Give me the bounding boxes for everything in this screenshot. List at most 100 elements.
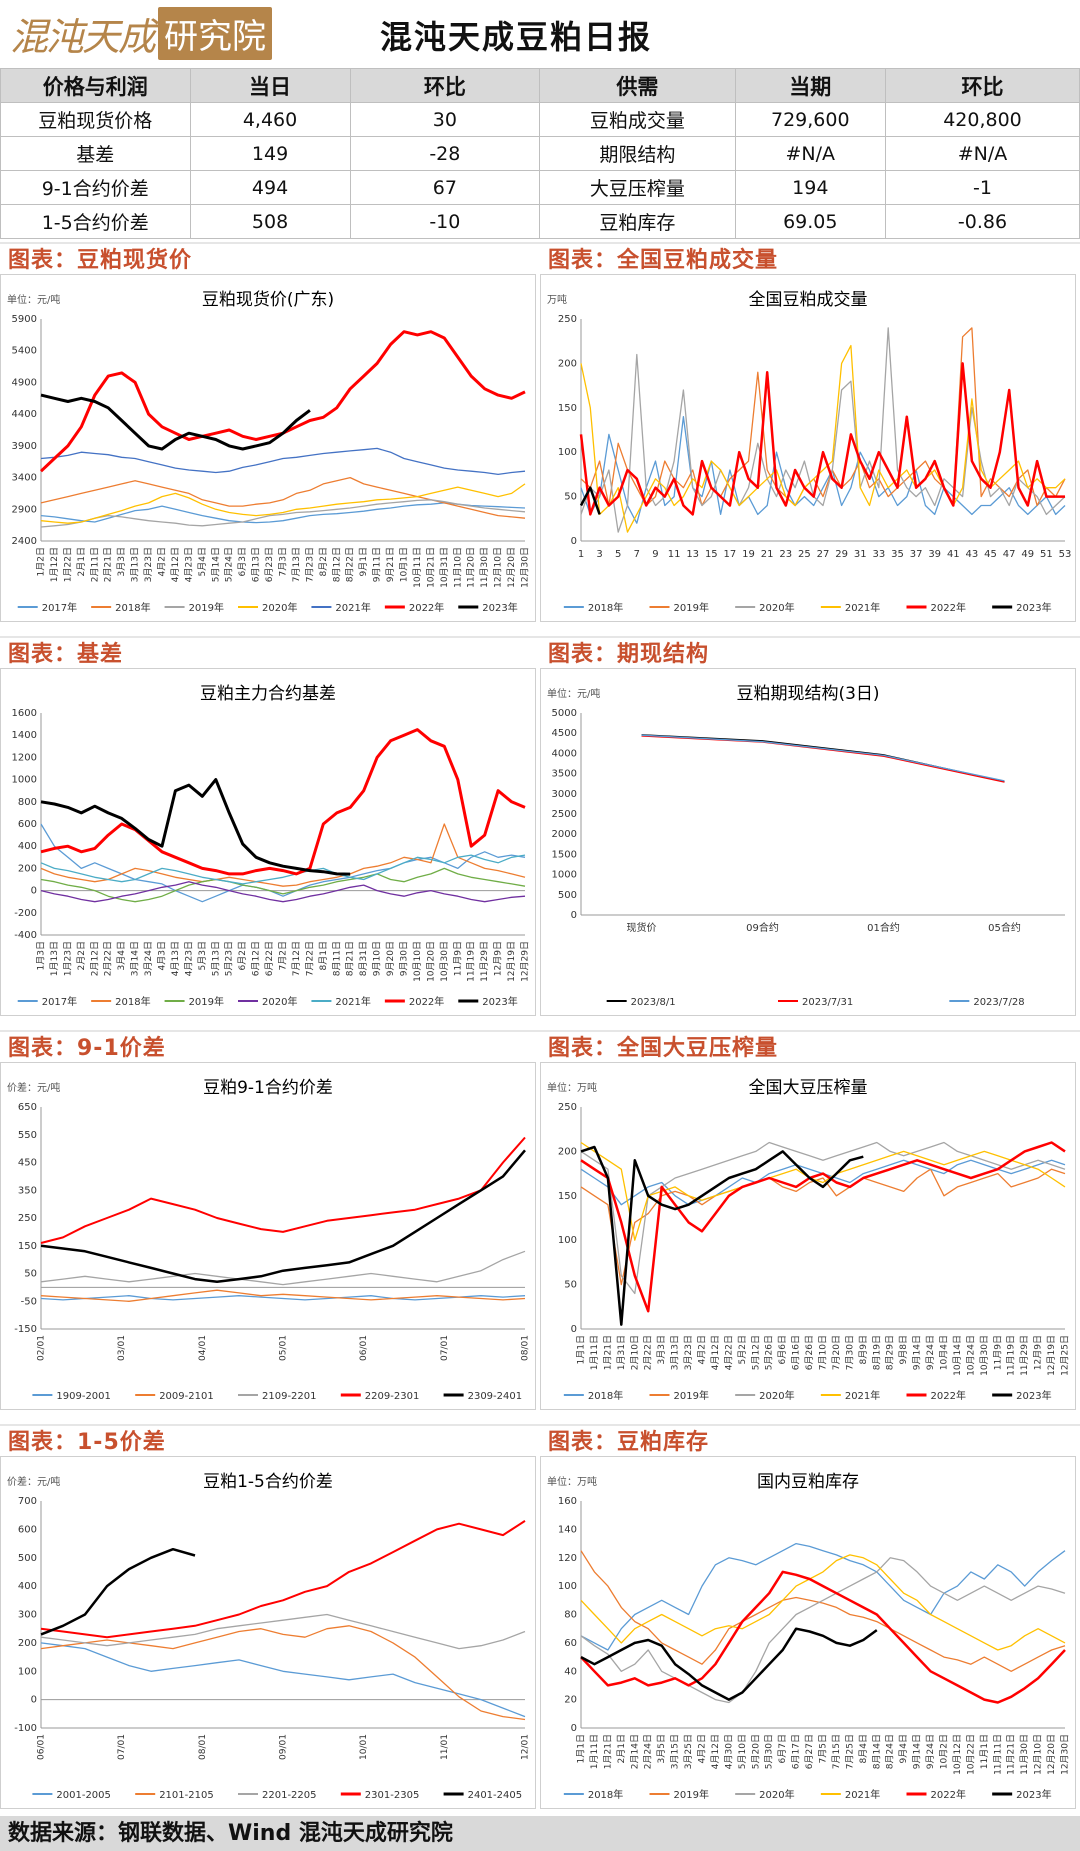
x-tick-label: 4月12日: [710, 1734, 721, 1769]
chart-svg: 国内豆粕库存 单位：万吨 0 20 40 60 80 100 120 140 160 1月1日 1月11…: [547, 1472, 1071, 1801]
panel-label: 图表：全国大豆压榨量: [548, 1036, 779, 1061]
y-tick-label: 400: [18, 1581, 37, 1592]
x-tick-label: 9月8日: [898, 1335, 909, 1364]
y-tick-label: 200: [18, 1638, 37, 1649]
series-line: [40, 1149, 526, 1284]
x-tick-label: 2月1日: [616, 1734, 627, 1763]
y-tick-label: 500: [558, 890, 577, 901]
x-tick-label: 09合约: [746, 921, 779, 934]
x-tick-label: 04/01: [198, 1335, 208, 1361]
y-tick-label: 3400: [12, 473, 37, 484]
legend-label: 2020年: [759, 601, 794, 614]
chart-panel-p8: 国内豆粕库存 单位：万吨 0 20 40 60 80 100 120 140 160 1月1日 1月11…: [540, 1456, 1076, 1809]
series-line: [40, 393, 311, 451]
y-tick-label: 3000: [552, 789, 577, 800]
x-tick-label: 11/01: [440, 1734, 450, 1760]
chart-unit: 价差：元/吨: [7, 1475, 60, 1488]
series-line: [580, 327, 1066, 507]
y-tick-label: 20: [564, 1695, 577, 1706]
x-tick-label: 2月2日: [76, 941, 87, 970]
series-line: [580, 1141, 1066, 1241]
y-tick-label: 100: [558, 1581, 577, 1592]
y-tick-label: 4500: [552, 728, 577, 739]
y-tick-label: 600: [18, 1524, 37, 1535]
chart-svg: 全国大豆压榨量 单位：万吨 0 50 100 150 200 250 1月1日 1月11日 1月21…: [547, 1078, 1071, 1402]
x-tick-label: 7: [634, 549, 640, 560]
x-tick-label: 1: [578, 549, 584, 560]
series-line: [40, 867, 526, 903]
legend-label: 1909-2001: [56, 1391, 111, 1402]
x-tick-label: 7月13日: [291, 547, 302, 582]
y-tick-label: 0: [571, 536, 577, 547]
y-tick-label: -200: [14, 908, 37, 919]
x-tick-label: 8月24日: [885, 1734, 896, 1769]
logo-brand: 混沌天成: [10, 14, 156, 59]
report-title: 混沌天成豆粕日报: [380, 18, 653, 56]
y-tick-label: 0: [571, 1324, 577, 1335]
series-line: [580, 1550, 1066, 1672]
x-tick-label: 06/01: [37, 1734, 47, 1760]
x-tick-label: 3月15日: [670, 1734, 681, 1769]
x-tick-label: 49: [1021, 549, 1034, 560]
series-line: [641, 734, 1005, 783]
x-tick-label: 4月3日: [157, 941, 168, 970]
x-tick-label: 12月19日: [506, 941, 517, 982]
x-tick-label: 4月2日: [157, 547, 168, 576]
series-line: [641, 735, 1005, 783]
legend-label: 2017年: [42, 995, 77, 1008]
x-tick-label: 8月4日: [858, 1734, 869, 1763]
x-tick-label: 3月24日: [143, 941, 154, 976]
summary-cell: 豆粕现货价格: [0, 102, 191, 137]
summary-cell: 420,800: [884, 102, 1080, 137]
x-tick-label: 25: [798, 549, 811, 560]
x-tick-label: 1月11日: [589, 1335, 600, 1370]
y-tick-label: 700: [18, 1496, 37, 1507]
x-tick-label: 2月12日: [89, 941, 100, 976]
x-tick-label: 31: [854, 549, 867, 560]
summary-cell: 1-5合约价差: [0, 204, 191, 239]
x-tick-label: 01合约: [867, 921, 900, 934]
x-tick-label: 6月12日: [251, 941, 262, 976]
x-tick-label: 1月11日: [589, 1734, 600, 1769]
x-tick-label: 2月10日: [629, 1335, 640, 1370]
x-tick-label: 10月31日: [439, 547, 450, 588]
summary-cell: 基差: [0, 136, 191, 171]
x-tick-label: 6月3日: [237, 547, 248, 576]
x-tick-label: 15: [705, 549, 718, 560]
x-tick-label: 3月14日: [130, 941, 141, 976]
chart-unit: 单位：万吨: [547, 1475, 597, 1488]
x-tick-label: 19: [742, 549, 755, 560]
series-line: [40, 1520, 526, 1639]
chart-panel-p5: 豆粕9-1合约价差 价差：元/吨 -150 -50 50 150 250 350 450 550 6…: [0, 1062, 536, 1410]
legend-label: 2023年: [482, 995, 517, 1008]
y-tick-label: 5900: [12, 314, 37, 325]
series-line: [580, 1542, 1066, 1651]
y-tick-label: 0: [571, 910, 577, 921]
summary-cell: 4,460: [189, 102, 351, 137]
x-tick-label: 45: [984, 549, 997, 560]
x-tick-label: 5月4日: [197, 547, 208, 576]
series-line: [40, 1613, 526, 1650]
section-divider: [0, 242, 1080, 244]
x-tick-label: 9月24日: [925, 1734, 936, 1769]
x-tick-label: 10月30日: [439, 941, 450, 982]
y-tick-label: 250: [18, 1213, 37, 1224]
y-tick-label: 150: [558, 1191, 577, 1202]
x-tick-label: 3: [596, 549, 602, 560]
summary-cell: 194: [734, 170, 886, 205]
x-tick-label: 1月31日: [616, 1335, 627, 1370]
legend-label: 2017年: [42, 601, 77, 614]
y-tick-label: 400: [18, 841, 37, 852]
summary-cell: #N/A: [734, 136, 886, 171]
x-tick-label: 9月24日: [925, 1335, 936, 1370]
x-tick-label: 10月4日: [939, 1335, 950, 1370]
x-tick-label: 3月13日: [670, 1335, 681, 1370]
x-tick-label: 12月9日: [1033, 1335, 1044, 1370]
y-tick-label: 1500: [552, 849, 577, 860]
summary-cell: #N/A: [884, 136, 1080, 171]
summary-cell: 729,600: [734, 102, 886, 137]
summary-header: 当日: [189, 68, 351, 103]
y-tick-label: 2900: [12, 504, 37, 515]
x-tick-label: 12月29日: [520, 941, 531, 982]
legend-label: 2021年: [845, 1788, 880, 1801]
